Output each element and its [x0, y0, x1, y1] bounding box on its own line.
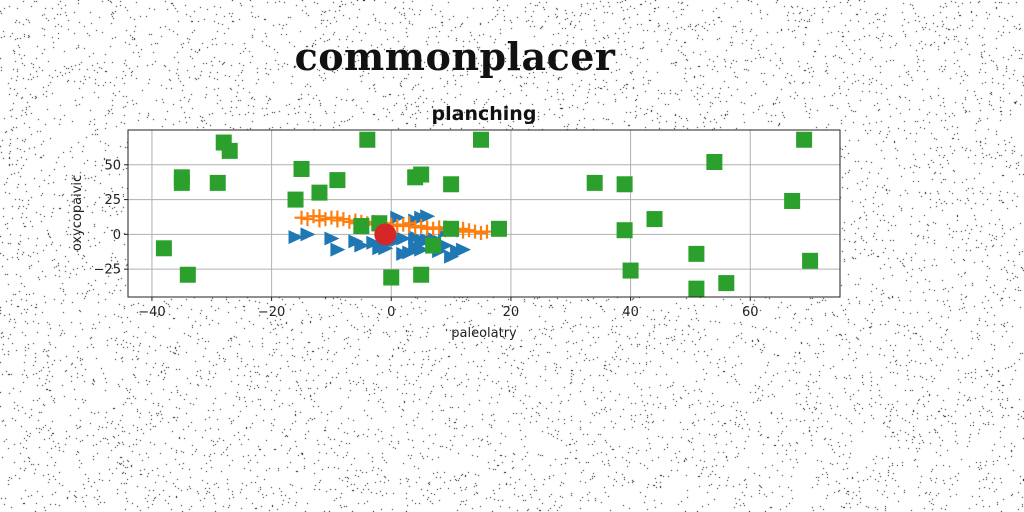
square-marker	[796, 131, 813, 148]
triangle-marker	[396, 246, 412, 261]
y-tick-label: 0	[113, 228, 121, 243]
plus-marker	[312, 209, 327, 224]
triangle-marker	[408, 230, 424, 245]
circle-marker	[374, 223, 397, 246]
triangle-marker	[438, 238, 454, 253]
plot-frame	[127, 129, 841, 298]
y-tick-label: 25	[104, 193, 121, 208]
square-marker	[622, 262, 639, 279]
triangle-marker	[288, 230, 304, 245]
square-marker	[473, 131, 490, 148]
x-tick-label: 20	[503, 305, 520, 320]
square-marker	[311, 184, 328, 201]
triangle-marker	[456, 242, 472, 257]
square-marker	[221, 142, 238, 159]
series-2	[155, 131, 819, 297]
square-marker	[784, 192, 801, 209]
plus-marker	[402, 216, 417, 231]
plus-marker	[318, 212, 333, 227]
square-marker	[413, 166, 430, 183]
square-marker	[586, 174, 603, 191]
square-marker	[616, 222, 633, 239]
y-tick-label: −25	[94, 263, 121, 278]
triangle-marker	[390, 210, 406, 225]
square-marker	[329, 172, 346, 189]
x-axis-label: paleolatry	[451, 326, 517, 341]
square-marker	[718, 275, 735, 292]
square-marker	[443, 176, 460, 193]
plus-marker	[420, 221, 435, 236]
x-tick-label: 0	[387, 305, 395, 320]
square-marker	[443, 220, 460, 237]
square-marker	[173, 174, 190, 191]
square-marker	[425, 237, 442, 254]
square-marker	[179, 266, 196, 283]
axis-ticks: −40 −20 0 20 40 60 −25 0 25 50	[94, 158, 759, 320]
plus-marker	[396, 217, 411, 232]
plus-marker	[462, 223, 477, 238]
plus-marker	[336, 212, 351, 227]
square-marker	[155, 240, 172, 257]
plus-marker	[300, 212, 315, 227]
square-marker	[688, 245, 705, 262]
square-marker	[616, 176, 633, 193]
chart-title: planching	[432, 103, 537, 125]
x-tick-label: −40	[138, 305, 165, 320]
square-marker	[359, 131, 376, 148]
square-marker	[688, 280, 705, 297]
square-marker	[646, 211, 663, 228]
square-marker	[706, 154, 723, 171]
data-points	[155, 131, 819, 297]
triangle-marker	[354, 238, 370, 253]
triangle-marker	[300, 227, 316, 242]
y-tick-label: 50	[104, 158, 121, 173]
x-tick-label: 40	[622, 305, 639, 320]
triangle-marker	[330, 242, 346, 257]
square-marker	[293, 160, 310, 177]
plus-marker	[294, 210, 309, 225]
square-marker	[383, 269, 400, 286]
square-marker	[413, 266, 430, 283]
square-marker	[209, 174, 226, 191]
x-tick-label: 60	[742, 305, 759, 320]
x-tick-label: −20	[258, 305, 285, 320]
triangle-marker	[372, 241, 388, 256]
square-marker	[802, 252, 819, 269]
plus-marker	[414, 219, 429, 234]
triangle-marker	[420, 209, 436, 224]
series-3	[374, 223, 397, 246]
square-marker	[287, 191, 304, 208]
triangle-marker	[396, 231, 412, 246]
triangle-marker	[324, 231, 340, 246]
plus-marker	[474, 225, 489, 240]
square-marker	[490, 220, 507, 237]
y-axis-label: oxycopaivic	[70, 175, 85, 251]
page-title: commonplacer	[294, 34, 616, 79]
plus-marker	[468, 224, 483, 239]
plus-marker	[330, 210, 345, 225]
square-marker	[353, 218, 370, 235]
